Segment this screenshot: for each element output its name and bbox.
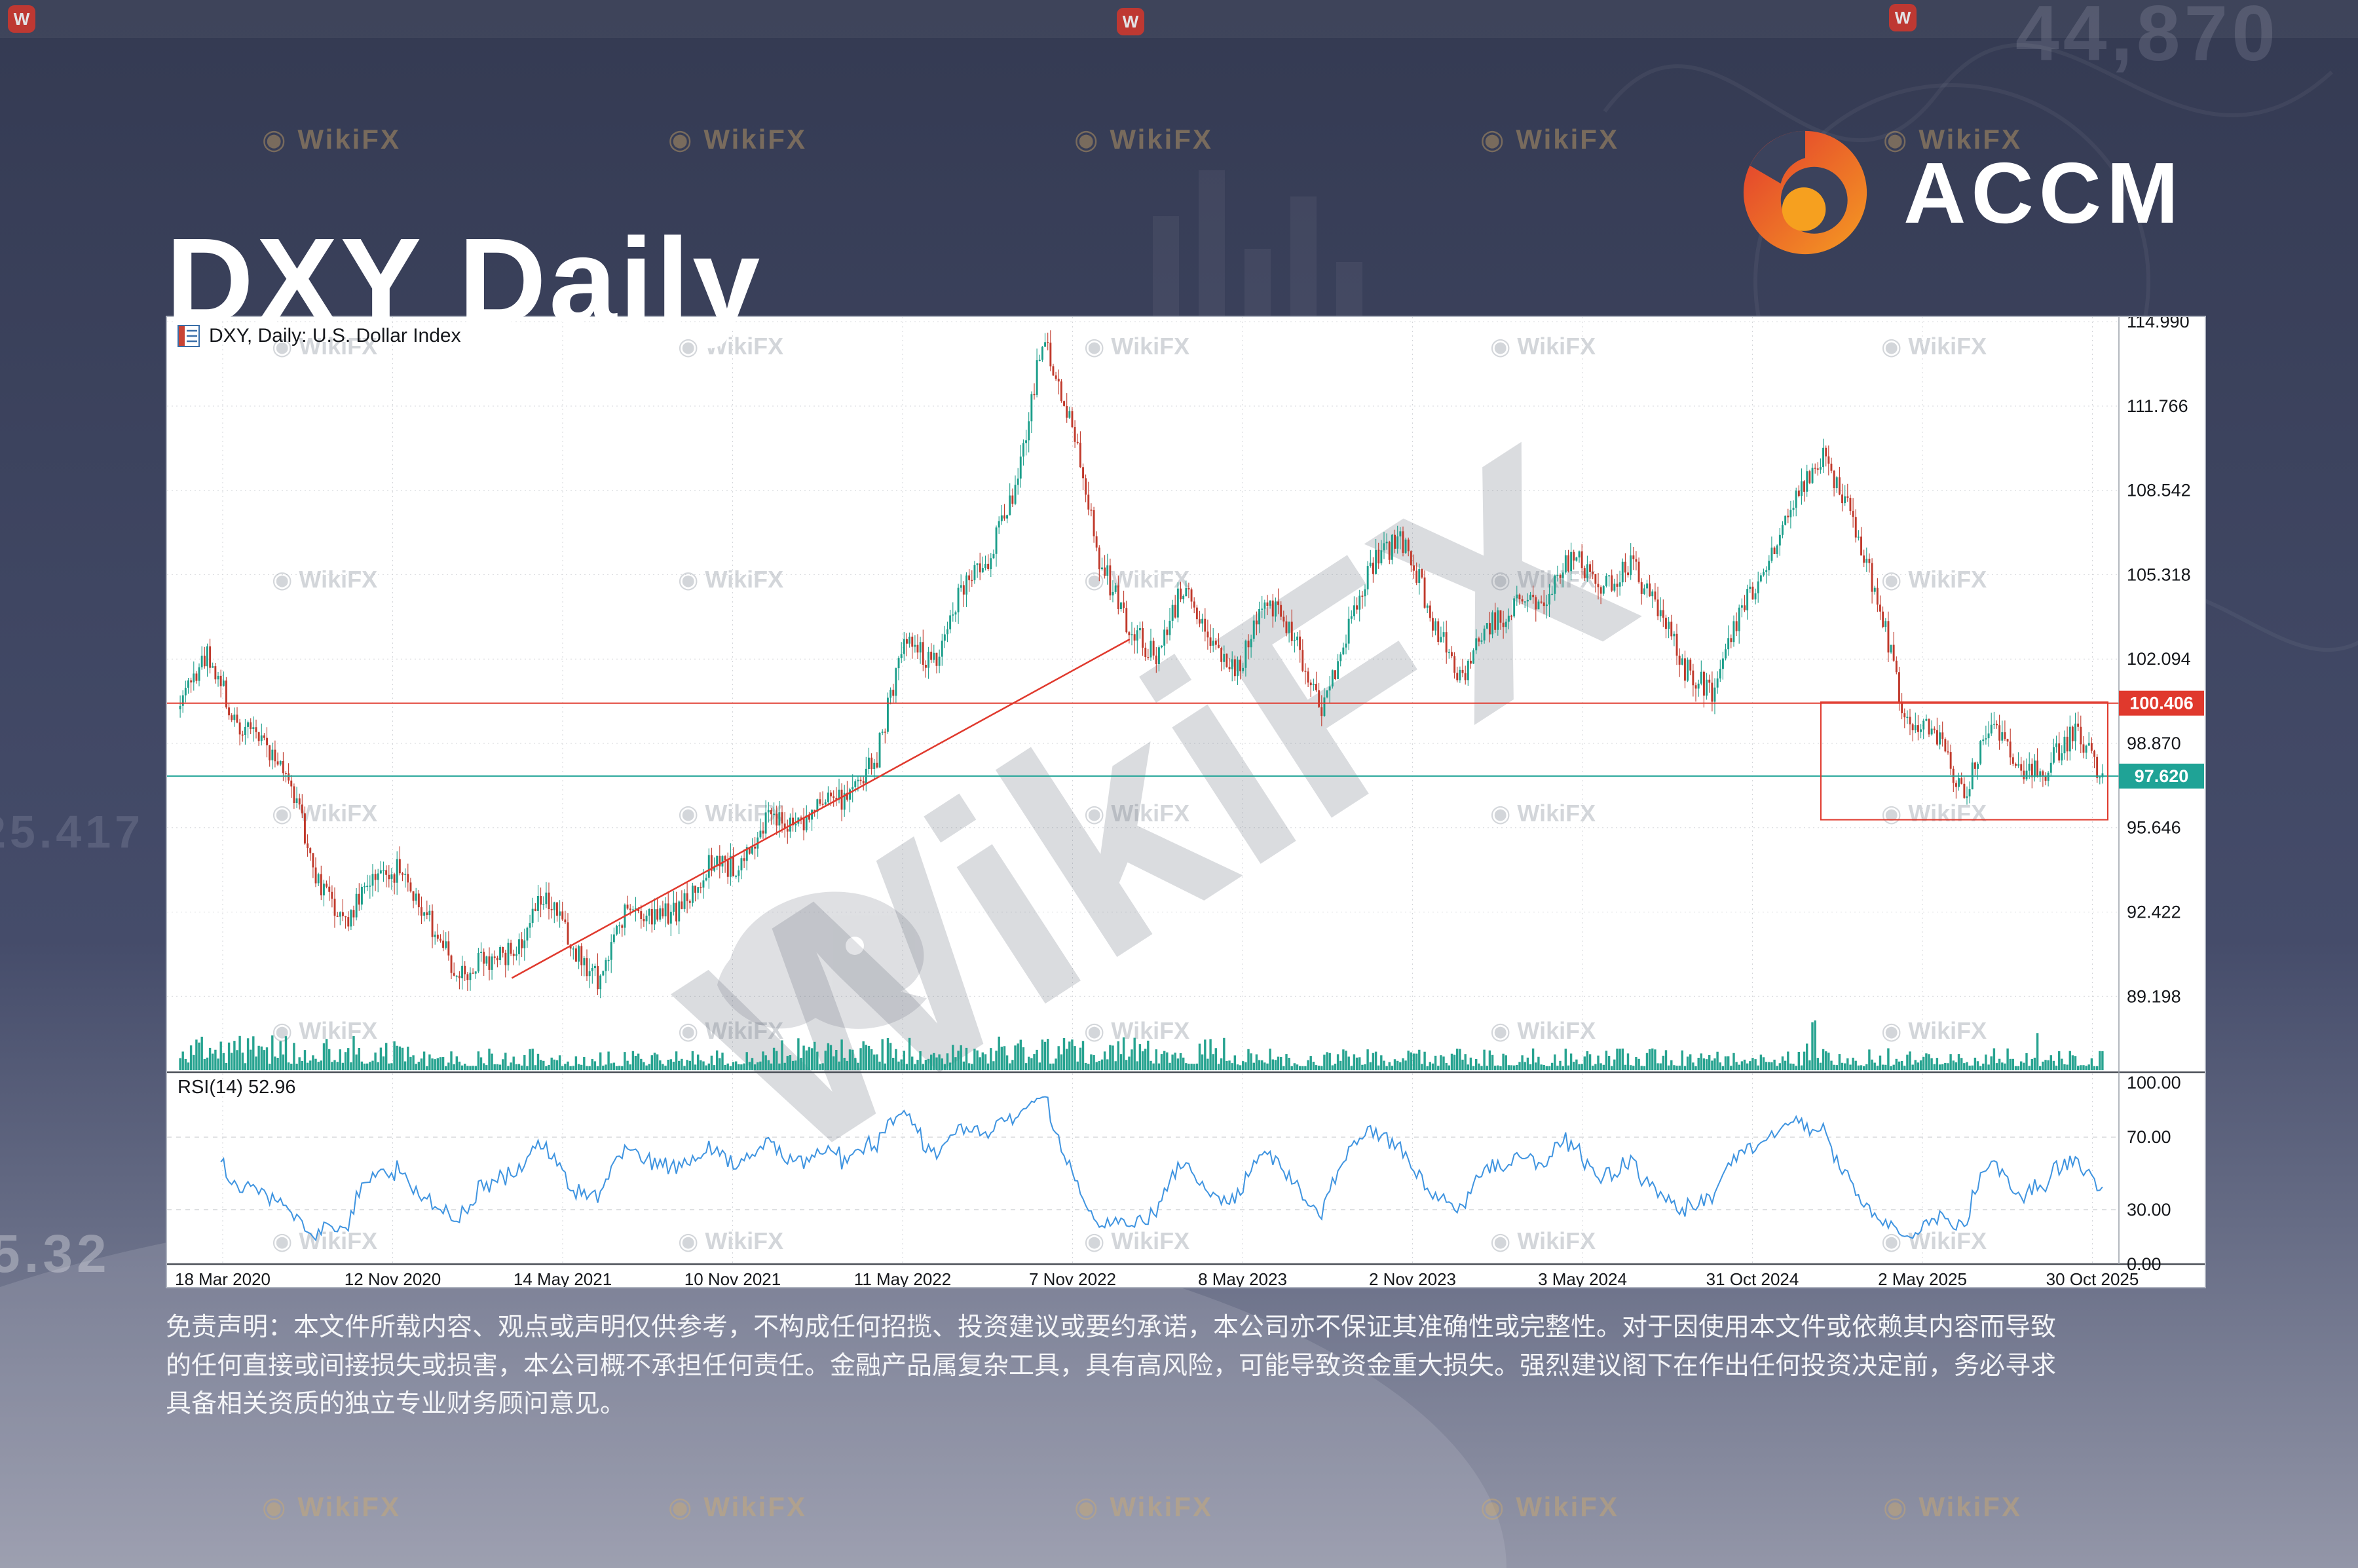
- svg-text:98.870: 98.870: [2127, 734, 2181, 753]
- wikifx-watermark: ◉ WikiFX: [678, 566, 783, 593]
- svg-text:111.766: 111.766: [2127, 396, 2188, 416]
- wikifx-watermark: ◉ WikiFX: [678, 333, 783, 360]
- wikifx-watermark: ◉ WikiFX: [678, 1017, 783, 1044]
- wikifx-watermark-gold: ◉ WikiFX: [1480, 124, 1619, 155]
- wikifx-watermark-gold: ◉ WikiFX: [668, 124, 807, 155]
- wikifx-watermark: ◉ WikiFX: [1881, 1227, 1987, 1254]
- accm-logo-icon: [1743, 130, 1867, 255]
- svg-text:95.646: 95.646: [2127, 818, 2181, 838]
- svg-text:2 Nov 2023: 2 Nov 2023: [1369, 1269, 1456, 1287]
- wikifx-watermark-gold: ◉ WikiFX: [1074, 124, 1213, 155]
- dxy-candlestick-chart[interactable]: ◉ WikiFX ◉ WikiFX ◉ WikiFX ◉ WikiFX ◉ WikiFX…: [167, 317, 2205, 1287]
- svg-text:92.422: 92.422: [2127, 903, 2181, 922]
- disclaimer-line: 的任何直接或间接损失或损害，本公司概不承担任何责任。金融产品属复杂工具，具有高风…: [166, 1351, 2057, 1380]
- background-number: 25.417: [0, 806, 145, 857]
- svg-text:3 May 2024: 3 May 2024: [1538, 1269, 1627, 1287]
- top-strip: [0, 0, 2358, 38]
- wikifx-red-logo: W: [1889, 4, 1917, 31]
- svg-text:70.00: 70.00: [2127, 1127, 2171, 1147]
- brand-logo: ACCM: [1741, 128, 2184, 257]
- wikifx-watermark: ◉ WikiFX: [1881, 566, 1987, 593]
- svg-text:89.198: 89.198: [2127, 986, 2181, 1006]
- svg-text:30.00: 30.00: [2127, 1200, 2171, 1220]
- wikifx-watermark: ◉ WikiFX: [272, 1227, 377, 1254]
- wikifx-watermark: ◉ WikiFX: [1881, 1017, 1987, 1044]
- disclaimer-line: 免责声明：本文件所载内容、观点或声明仅供参考，不构成任何招揽、投资建议或要约承诺…: [166, 1313, 2057, 1341]
- wikifx-watermark: ◉ WikiFX: [272, 800, 377, 827]
- svg-text:11 May 2022: 11 May 2022: [854, 1269, 951, 1287]
- svg-text:108.542: 108.542: [2127, 481, 2191, 500]
- wikifx-watermark-gold: ◉ WikiFX: [262, 1491, 401, 1522]
- rsi-line: [220, 1096, 2103, 1242]
- brand-name: ACCM: [1903, 144, 2184, 241]
- svg-text:30 Oct 2025: 30 Oct 2025: [2046, 1269, 2139, 1287]
- wikifx-red-logo: W: [1117, 8, 1144, 35]
- wikifx-watermark: ◉ WikiFX: [1084, 1017, 1189, 1044]
- svg-text:114.990: 114.990: [2127, 317, 2190, 331]
- disclaimer-line: 具备相关资质的独立专业财务顾问意见。: [166, 1390, 626, 1418]
- wikifx-watermark: ◉ WikiFX: [1881, 333, 1987, 360]
- svg-text:12 Nov 2020: 12 Nov 2020: [345, 1269, 441, 1287]
- svg-text:105.318: 105.318: [2127, 565, 2191, 584]
- wikifx-watermark-gold: ◉ WikiFX: [262, 124, 401, 155]
- wikifx-red-logo: W: [8, 5, 35, 33]
- wikifx-watermark-gold: ◉ WikiFX: [1480, 1491, 1619, 1522]
- disclaimer: 免责声明：本文件所载内容、观点或声明仅供参考，不构成任何招揽、投资建议或要约承诺…: [166, 1309, 2236, 1424]
- date-axis-labels: 18 Mar 2020 12 Nov 2020 14 May 2021 10 Nov …: [175, 1269, 2139, 1287]
- wikifx-watermark: ◉ WikiFX: [272, 1017, 377, 1044]
- wikifx-watermark: ◉ WikiFX: [1084, 333, 1189, 360]
- wikifx-eagle-watermark: [717, 891, 927, 1029]
- consolidation-rectangle[interactable]: [1820, 701, 2109, 821]
- svg-text:14 May 2021: 14 May 2021: [514, 1269, 612, 1287]
- wikifx-watermark: ◉ WikiFX: [1490, 333, 1596, 360]
- svg-text:10 Nov 2021: 10 Nov 2021: [684, 1269, 781, 1287]
- wikifx-watermark: ◉ WikiFX: [678, 1227, 783, 1254]
- wikifx-watermark: ◉ WikiFX: [272, 566, 377, 593]
- volume-bars: [179, 1020, 2104, 1070]
- wikifx-watermark: ◉ WikiFX: [1490, 1017, 1596, 1044]
- wikifx-watermark: ◉ WikiFX: [1084, 800, 1189, 827]
- svg-text:102.094: 102.094: [2127, 649, 2191, 669]
- chart-grid: [167, 317, 2119, 1264]
- svg-text:100.00: 100.00: [2127, 1073, 2181, 1092]
- wikifx-watermark: ◉ WikiFX: [1490, 800, 1596, 827]
- svg-text:7 Nov 2022: 7 Nov 2022: [1029, 1269, 1116, 1287]
- resistance-price-badge: 100.406: [2119, 690, 2204, 716]
- svg-text:2 May 2025: 2 May 2025: [1878, 1269, 1967, 1287]
- wikifx-watermark: ◉ WikiFX: [1490, 566, 1596, 593]
- background-number: 5.32: [0, 1224, 111, 1284]
- wikifx-watermark-gold: ◉ WikiFX: [1883, 1491, 2022, 1522]
- wikifx-watermark: ◉ WikiFX: [1490, 1227, 1596, 1254]
- wikifx-watermark-gold: ◉ WikiFX: [1074, 1491, 1213, 1522]
- page-title: DXY Daily: [166, 213, 763, 349]
- current-price-badge: 97.620: [2119, 763, 2204, 789]
- svg-text:8 May 2023: 8 May 2023: [1198, 1269, 1287, 1287]
- trendline[interactable]: [511, 638, 1131, 979]
- rsi-indicator-label: RSI(14) 52.96: [178, 1077, 296, 1098]
- chart-symbol-label: DXY, Daily: U.S. Dollar Index: [178, 325, 461, 347]
- svg-text:0.00: 0.00: [2127, 1254, 2162, 1274]
- wikifx-watermark: ◉ WikiFX: [272, 333, 377, 360]
- wikifx-watermark: ◉ WikiFX: [1084, 1227, 1189, 1254]
- chart-symbol-icon: [178, 325, 200, 347]
- svg-text:100.406: 100.406: [2129, 694, 2194, 713]
- svg-text:97.620: 97.620: [2135, 766, 2189, 786]
- wikifx-watermark: ◉ WikiFX: [1881, 800, 1987, 827]
- wikifx-watermark-gold: ◉ WikiFX: [1883, 124, 2022, 155]
- svg-text:31 Oct 2024: 31 Oct 2024: [1706, 1269, 1799, 1287]
- wikifx-watermark-gold: ◉ WikiFX: [668, 1491, 807, 1522]
- wikifx-watermark: ◉ WikiFX: [1084, 566, 1189, 593]
- wikifx-watermark: ◉ WikiFX: [678, 800, 783, 827]
- chart-symbol-text: DXY, Daily: U.S. Dollar Index: [209, 325, 461, 346]
- price-axis-labels: 114.990 111.766 108.542 105.318 102.094 98.87…: [2127, 317, 2191, 1274]
- background-number: 44,870: [2015, 0, 2279, 77]
- svg-text:18 Mar 2020: 18 Mar 2020: [175, 1269, 271, 1287]
- chart-panel[interactable]: ◉ WikiFX ◉ WikiFX ◉ WikiFX ◉ WikiFX ◉ WikiFX…: [166, 316, 2206, 1288]
